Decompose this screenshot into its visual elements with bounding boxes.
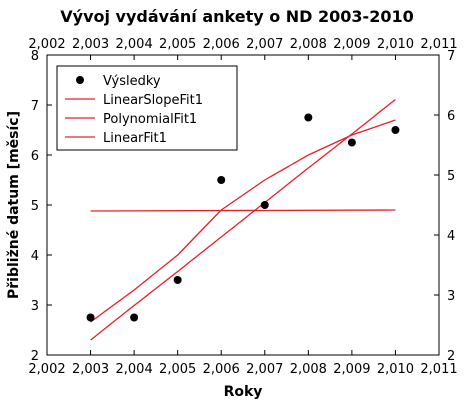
- chart-title: Vývoj vydávání ankety o ND 2003-2010: [60, 7, 413, 26]
- data-point: [86, 313, 95, 322]
- x-tick-label: 2,009: [333, 362, 370, 377]
- x-top-tick-label: 2,008: [290, 37, 327, 52]
- data-points: [86, 113, 400, 322]
- y-tick-label: 2: [31, 349, 39, 364]
- x-tick-label: 2,008: [290, 362, 327, 377]
- axis-ticks: 2,002 2,002 2,003 2,003 2,004 2,004 2,005 2,005…: [28, 37, 457, 377]
- x-axis-label: Roky: [224, 384, 263, 400]
- data-point: [130, 313, 139, 322]
- legend-label: LinearFit1: [103, 131, 167, 146]
- legend: Výsledky LinearSlopeFit1 PolynomialFit1 Lin…: [56, 65, 238, 151]
- x-tick-label: 2,004: [116, 362, 153, 377]
- y2-tick-label: 2: [447, 349, 455, 364]
- data-point: [217, 176, 226, 184]
- x-top-tick-label: 2,005: [159, 37, 196, 52]
- x-tick-label: 2,011: [420, 362, 457, 377]
- x-top-tick-label: 2,011: [420, 37, 457, 52]
- data-point: [347, 138, 356, 147]
- x-tick-label: 2,005: [159, 362, 196, 377]
- x-tick-label: 2,010: [377, 362, 414, 377]
- legend-marker: [76, 76, 84, 84]
- legend-label: Výsledky: [103, 74, 161, 89]
- series-line-LinearFit1: [90, 209, 396, 212]
- y-tick-label: 3: [31, 299, 39, 314]
- legend-label: LinearSlopeFit1: [103, 93, 203, 108]
- data-point: [260, 201, 269, 209]
- x-top-tick-label: 2,004: [116, 37, 153, 52]
- x-tick-label: 2,002: [28, 362, 65, 377]
- y-axis-label: Přibližné datum [měsíc]: [6, 111, 22, 299]
- x-top-tick-label: 2,002: [28, 37, 65, 52]
- legend-box: [56, 65, 238, 151]
- data-point: [391, 126, 400, 134]
- y2-tick-label: 3: [447, 289, 455, 304]
- series-line-LinearSlopeFit1: [90, 98, 396, 341]
- x-top-tick-label: 2,006: [203, 37, 240, 52]
- legend-label: PolynomialFit1: [103, 112, 197, 127]
- x-tick-label: 2,003: [72, 362, 109, 377]
- y2-tick-label: 4: [447, 229, 455, 244]
- x-tick-label: 2,006: [203, 362, 240, 377]
- series-line-PolynomialFit1: [90, 119, 396, 323]
- y-tick-label: 5: [31, 199, 39, 214]
- y-tick-label: 4: [31, 249, 39, 264]
- y-tick-label: 6: [31, 149, 39, 164]
- y2-tick-label: 6: [447, 109, 455, 124]
- y2-tick-label: 5: [447, 169, 455, 184]
- x-top-tick-label: 2,003: [72, 37, 109, 52]
- data-point: [304, 113, 313, 122]
- y-tick-label: 7: [31, 99, 39, 114]
- x-tick-label: 2,007: [246, 362, 283, 377]
- x-top-tick-label: 2,010: [377, 37, 414, 52]
- y2-tick-label: 7: [447, 49, 455, 64]
- x-top-tick-label: 2,007: [246, 37, 283, 52]
- fit-lines: [90, 98, 396, 341]
- y-tick-label: 8: [31, 49, 39, 64]
- data-point: [173, 276, 182, 284]
- x-top-tick-label: 2,009: [333, 37, 370, 52]
